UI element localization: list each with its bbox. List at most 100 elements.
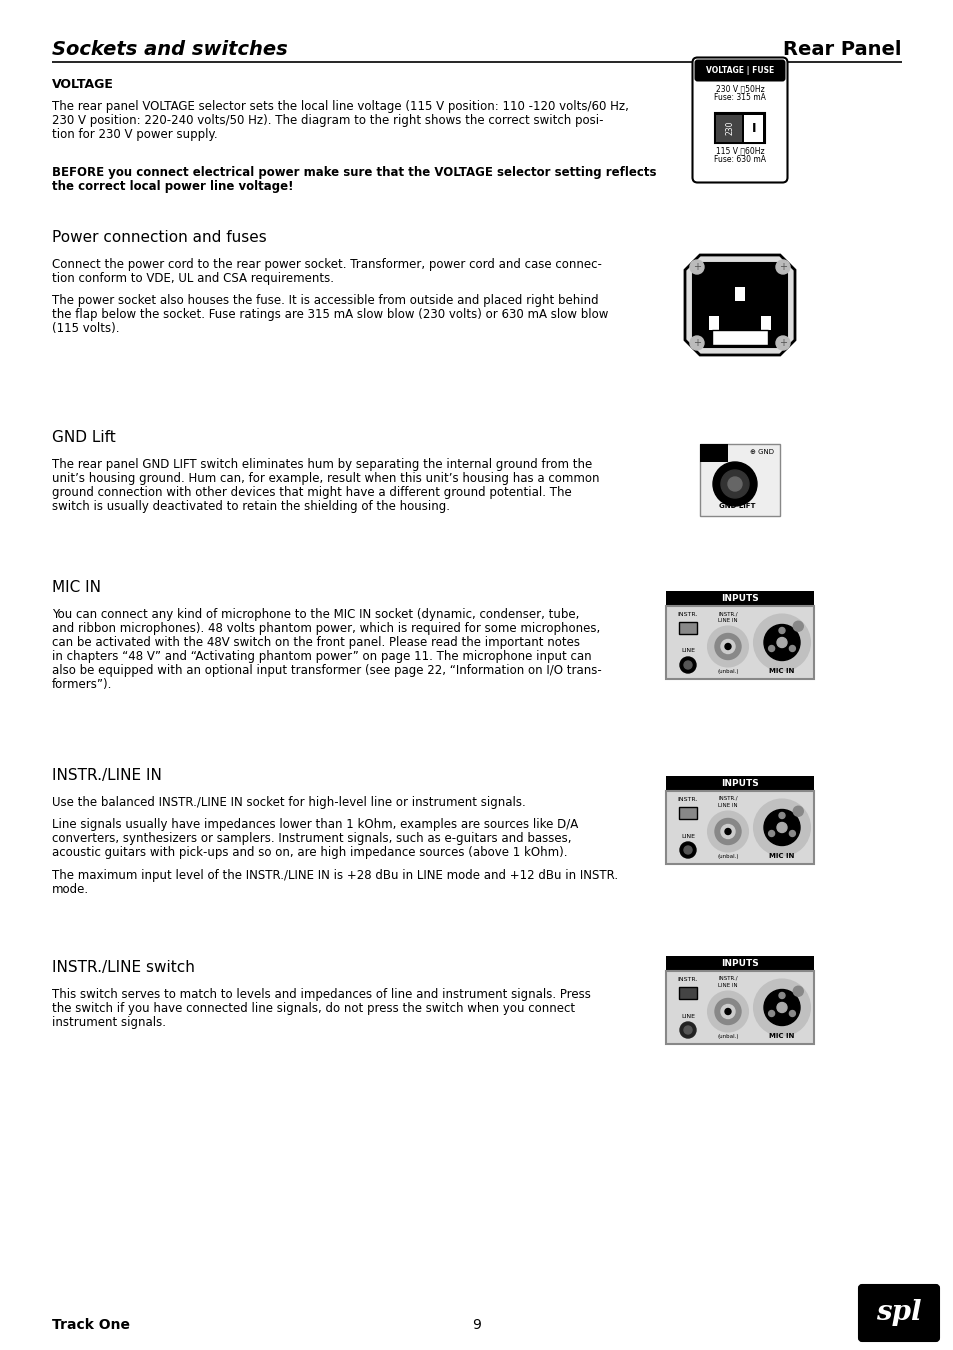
- Text: MIC IN: MIC IN: [52, 580, 101, 595]
- Text: the switch if you have connected line signals, do not press the switch when you : the switch if you have connected line si…: [52, 1002, 575, 1015]
- Bar: [700, 444, 780, 516]
- Text: Use the balanced INSTR./LINE IN socket for high-level line or instrument signals: Use the balanced INSTR./LINE IN socket f…: [52, 796, 525, 809]
- Text: The rear panel VOLTAGE selector sets the local line voltage (115 V position: 110: The rear panel VOLTAGE selector sets the…: [52, 100, 628, 113]
- Circle shape: [753, 614, 809, 671]
- Text: INSTR.: INSTR.: [677, 796, 698, 802]
- Bar: [665, 606, 813, 679]
- Text: GND Lift: GND Lift: [52, 431, 115, 446]
- Polygon shape: [684, 255, 794, 355]
- Bar: [708, 316, 718, 331]
- Text: (unbal.): (unbal.): [717, 670, 738, 674]
- FancyBboxPatch shape: [694, 59, 784, 81]
- Circle shape: [707, 626, 747, 667]
- Text: LINE: LINE: [680, 1014, 695, 1018]
- Circle shape: [679, 1022, 696, 1038]
- Text: Fuse: 315 mA: Fuse: 315 mA: [713, 93, 765, 103]
- Text: unit’s housing ground. Hum can, for example, result when this unit’s housing has: unit’s housing ground. Hum can, for exam…: [52, 472, 598, 485]
- Circle shape: [679, 657, 696, 674]
- Circle shape: [793, 806, 802, 817]
- Circle shape: [776, 1003, 786, 1012]
- Circle shape: [720, 1004, 734, 1018]
- Bar: [734, 286, 744, 301]
- Text: LINE IN: LINE IN: [718, 803, 737, 809]
- Circle shape: [768, 1011, 774, 1017]
- Text: The maximum input level of the INSTR./LINE IN is +28 dBu in LINE mode and +12 dB: The maximum input level of the INSTR./LI…: [52, 869, 618, 882]
- Text: 9: 9: [472, 1318, 481, 1332]
- Text: INSTR.: INSTR.: [677, 612, 698, 617]
- Bar: [679, 622, 697, 634]
- Text: The power socket also houses the fuse. It is accessible from outside and placed : The power socket also houses the fuse. I…: [52, 294, 598, 308]
- Circle shape: [793, 621, 802, 632]
- Text: formers”).: formers”).: [52, 678, 112, 691]
- Polygon shape: [692, 263, 786, 347]
- Circle shape: [683, 846, 691, 855]
- Circle shape: [720, 640, 734, 653]
- Text: Line signals usually have impedances lower than 1 kOhm, examples are sources lik: Line signals usually have impedances low…: [52, 818, 578, 832]
- Text: This switch serves to match to levels and impedances of line and instrument sign: This switch serves to match to levels an…: [52, 988, 590, 1000]
- Circle shape: [753, 799, 809, 856]
- Circle shape: [788, 1011, 795, 1017]
- Text: Sockets and switches: Sockets and switches: [52, 40, 288, 59]
- Text: I: I: [751, 122, 755, 135]
- Text: INSTR.: INSTR.: [677, 977, 698, 981]
- Text: INSTR./: INSTR./: [718, 612, 737, 616]
- Text: INPUTS: INPUTS: [720, 594, 758, 603]
- Circle shape: [714, 818, 740, 845]
- Text: the correct local power line voltage!: the correct local power line voltage!: [52, 180, 294, 193]
- Circle shape: [724, 829, 730, 834]
- Circle shape: [689, 261, 703, 274]
- Circle shape: [724, 1008, 730, 1014]
- Circle shape: [714, 999, 740, 1025]
- Circle shape: [683, 662, 691, 670]
- Text: VOLTAGE | FUSE: VOLTAGE | FUSE: [705, 66, 773, 76]
- Text: 230: 230: [724, 120, 734, 135]
- Text: INSTR./: INSTR./: [718, 976, 737, 981]
- Text: LINE IN: LINE IN: [718, 618, 737, 622]
- Text: acoustic guitars with pick-ups and so on, are high impedance sources (above 1 kO: acoustic guitars with pick-ups and so on…: [52, 846, 567, 860]
- Text: Fuse: 630 mA: Fuse: 630 mA: [713, 154, 765, 163]
- Bar: [679, 807, 697, 819]
- Bar: [679, 987, 697, 999]
- Text: also be equipped with an optional input transformer (see page 22, “Information o: also be equipped with an optional input …: [52, 664, 601, 676]
- Text: GND LIFT: GND LIFT: [718, 504, 755, 509]
- Circle shape: [775, 336, 789, 350]
- Bar: [665, 591, 813, 606]
- Circle shape: [768, 830, 774, 837]
- Text: converters, synthesizers or samplers. Instrument signals, such as e-guitars and : converters, synthesizers or samplers. In…: [52, 833, 571, 845]
- Text: spl: spl: [876, 1300, 921, 1327]
- Text: Connect the power cord to the rear power socket. Transformer, power cord and cas: Connect the power cord to the rear power…: [52, 258, 601, 271]
- Text: MIC IN: MIC IN: [768, 668, 794, 674]
- Circle shape: [793, 987, 802, 996]
- Text: can be activated with the 48V switch on the front panel. Please read the importa: can be activated with the 48V switch on …: [52, 636, 579, 649]
- Text: Power connection and fuses: Power connection and fuses: [52, 230, 267, 244]
- Text: Rear Panel: Rear Panel: [782, 40, 901, 59]
- Circle shape: [776, 637, 786, 648]
- Text: (unbal.): (unbal.): [717, 855, 738, 859]
- Circle shape: [753, 980, 809, 1035]
- Bar: [760, 316, 771, 331]
- Text: ground connection with other devices that might have a different ground potentia: ground connection with other devices tha…: [52, 486, 571, 500]
- Bar: [743, 115, 762, 142]
- Circle shape: [779, 992, 784, 999]
- Text: tion for 230 V power supply.: tion for 230 V power supply.: [52, 128, 217, 140]
- Text: MIC IN: MIC IN: [768, 1033, 794, 1040]
- Circle shape: [712, 462, 757, 506]
- FancyBboxPatch shape: [858, 1285, 938, 1341]
- Circle shape: [720, 470, 748, 498]
- Text: switch is usually deactivated to retain the shielding of the housing.: switch is usually deactivated to retain …: [52, 500, 450, 513]
- Text: 115 V ⁲60Hz: 115 V ⁲60Hz: [715, 147, 763, 155]
- Text: and ribbon microphones). 48 volts phantom power, which is required for some micr: and ribbon microphones). 48 volts phanto…: [52, 622, 599, 634]
- Circle shape: [727, 477, 741, 491]
- Circle shape: [763, 625, 800, 660]
- Text: tion conform to VDE, UL and CSA requirements.: tion conform to VDE, UL and CSA requirem…: [52, 271, 334, 285]
- Bar: [665, 956, 813, 971]
- Bar: [665, 776, 813, 791]
- Text: INSTR./LINE switch: INSTR./LINE switch: [52, 960, 194, 975]
- FancyBboxPatch shape: [692, 58, 786, 182]
- Text: VOLTAGE: VOLTAGE: [52, 78, 113, 90]
- Circle shape: [689, 336, 703, 350]
- Text: INSTR./LINE IN: INSTR./LINE IN: [52, 768, 162, 783]
- Circle shape: [776, 822, 786, 833]
- Text: Track One: Track One: [52, 1318, 130, 1332]
- Circle shape: [724, 644, 730, 649]
